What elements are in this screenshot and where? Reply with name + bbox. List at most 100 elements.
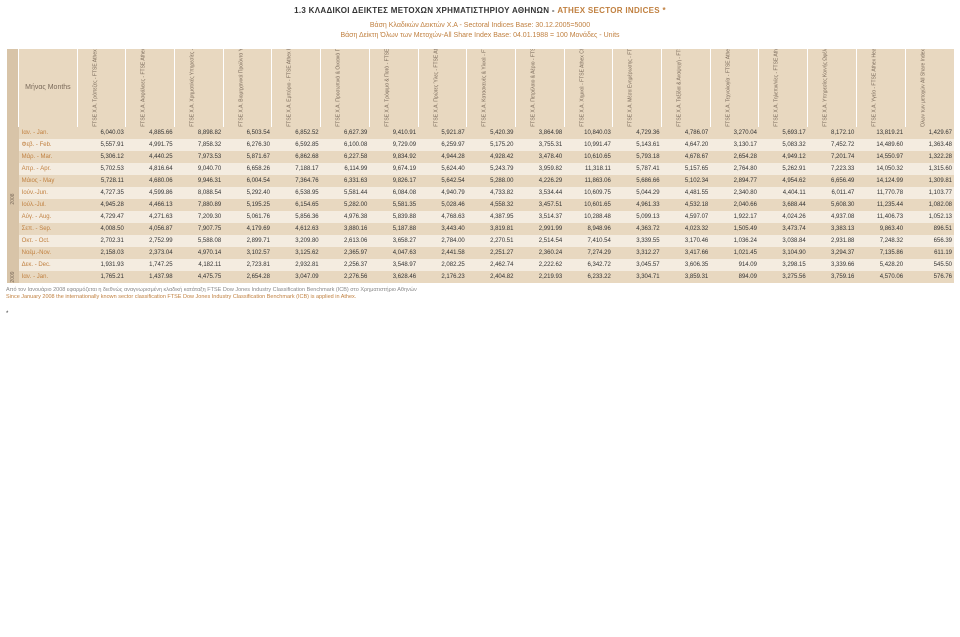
value-cell: 545.50 — [905, 259, 954, 271]
col-construction: FTSE Χ.Α. Κατασκευές & Υλικά - FTSE Athe… — [467, 49, 516, 127]
value-cell: 5,102.34 — [662, 175, 711, 187]
value-cell: 3,417.66 — [662, 247, 711, 259]
value-cell: 3,038.84 — [759, 235, 808, 247]
value-cell: 10,840.03 — [564, 127, 613, 139]
month-cell: Μάιος - May — [19, 175, 77, 187]
value-cell: 7,858.32 — [175, 139, 224, 151]
month-cell: Ιαν. - Jan. — [19, 271, 77, 283]
value-cell: 10,288.48 — [564, 211, 613, 223]
value-cell: 5,871.67 — [223, 151, 272, 163]
base-line-2: Βάση Δείκτη Όλων των Μετοχών-All Share I… — [6, 31, 954, 41]
value-cell: 14,550.97 — [856, 151, 905, 163]
value-cell: 5,557.91 — [77, 139, 126, 151]
value-cell: 4,944.28 — [418, 151, 467, 163]
value-cell: 3,819.81 — [467, 223, 516, 235]
value-cell: 1,505.49 — [710, 223, 759, 235]
value-cell: 4,440.25 — [126, 151, 175, 163]
value-cell: 5,420.39 — [467, 127, 516, 139]
month-cell: Ιούλ.-Jul. — [19, 199, 77, 211]
table-row: 2008Ιαν. - Jan.6,040.034,885.668,898.826… — [7, 127, 955, 139]
table-row: 2009Ιαν. - Jan.1,765.211,437.984,475.752… — [7, 271, 955, 283]
value-cell: 5,921.87 — [418, 127, 467, 139]
value-cell: 2,654.28 — [223, 271, 272, 283]
value-cell: 2,222.62 — [515, 259, 564, 271]
value-cell: 1,309.81 — [905, 175, 954, 187]
value-cell: 5,243.79 — [467, 163, 516, 175]
value-cell: 2,441.58 — [418, 247, 467, 259]
value-cell: 7,188.17 — [272, 163, 321, 175]
value-cell: 7,364.76 — [272, 175, 321, 187]
table-row: Ιούν.-Jun.4,727.354,599.868,088.545,292.… — [7, 187, 955, 199]
value-cell: 6,862.68 — [272, 151, 321, 163]
value-cell: 4,363.72 — [613, 223, 662, 235]
value-cell: 4,023.32 — [662, 223, 711, 235]
value-cell: 5,787.41 — [613, 163, 662, 175]
value-cell: 896.51 — [905, 223, 954, 235]
value-cell: 5,728.11 — [77, 175, 126, 187]
value-cell: 8,172.10 — [808, 127, 857, 139]
col-banks: FTSE Χ.Α. Τράπεζες - FTSE Athex Banks — [77, 49, 126, 127]
value-cell: 3,298.15 — [759, 259, 808, 271]
value-cell: 3,304.71 — [613, 271, 662, 283]
value-cell: 3,606.35 — [662, 259, 711, 271]
value-cell: 7,135.86 — [856, 247, 905, 259]
col-chemicals: FTSE Χ.Α. Χημικά - FTSE Athex Chemicals — [564, 49, 613, 127]
value-cell: 8,088.54 — [175, 187, 224, 199]
value-cell: 4,733.82 — [467, 187, 516, 199]
value-cell: 2,040.66 — [710, 199, 759, 211]
value-cell: 9,834.92 — [369, 151, 418, 163]
value-cell: 2,654.28 — [710, 151, 759, 163]
value-cell: 6,114.99 — [321, 163, 370, 175]
value-cell: 3,628.46 — [369, 271, 418, 283]
value-cell: 14,489.60 — [856, 139, 905, 151]
value-cell: 3,209.80 — [272, 235, 321, 247]
value-cell: 11,318.11 — [564, 163, 613, 175]
value-cell: 8,948.96 — [564, 223, 613, 235]
value-cell: 9,410.91 — [369, 127, 418, 139]
value-cell: 5,044.29 — [613, 187, 662, 199]
value-cell: 4,271.63 — [126, 211, 175, 223]
value-cell: 5,288.00 — [467, 175, 516, 187]
value-cell: 656.39 — [905, 235, 954, 247]
value-cell: 4,970.14 — [175, 247, 224, 259]
value-cell: 3,270.04 — [710, 127, 759, 139]
value-cell: 6,259.97 — [418, 139, 467, 151]
col-health-care: FTSE Χ.Α. Υγεία - FTSE Athex Health Care — [856, 49, 905, 127]
value-cell: 5,083.32 — [759, 139, 808, 151]
value-cell: 9,826.17 — [369, 175, 418, 187]
value-cell: 4,885.66 — [126, 127, 175, 139]
col-oil-gas: FTSE Χ.Α. Πετρέλαιο & Αέριο - FTSE Athex… — [515, 49, 564, 127]
value-cell: 3,312.27 — [613, 247, 662, 259]
months-header: Μήνας Months — [19, 49, 77, 127]
value-cell: 6,656.49 — [808, 175, 857, 187]
page-title: 1.3 ΚΛΑΔΙΚΟΙ ΔΕΙΚΤΕΣ ΜΕΤΟΧΩΝ ΧΡΗΜΑΤΙΣΤΗΡ… — [6, 6, 954, 15]
value-cell: 2,932.81 — [272, 259, 321, 271]
value-cell: 6,040.03 — [77, 127, 126, 139]
value-cell: 1,931.93 — [77, 259, 126, 271]
value-cell: 4,937.08 — [808, 211, 857, 223]
value-cell: 4,597.07 — [662, 211, 711, 223]
value-cell: 6,852.52 — [272, 127, 321, 139]
value-cell: 5,187.88 — [369, 223, 418, 235]
value-cell: 4,680.06 — [126, 175, 175, 187]
table-body: 2008Ιαν. - Jan.6,040.034,885.668,898.826… — [7, 127, 955, 283]
value-cell: 1,747.25 — [126, 259, 175, 271]
month-cell: Ιαν. - Jan. — [19, 127, 77, 139]
value-cell: 4,647.20 — [662, 139, 711, 151]
value-cell: 11,770.78 — [856, 187, 905, 199]
value-cell: 4,570.06 — [856, 271, 905, 283]
value-cell: 5,195.25 — [223, 199, 272, 211]
value-cell: 5,642.54 — [418, 175, 467, 187]
value-cell: 9,946.31 — [175, 175, 224, 187]
value-cell: 2,894.77 — [710, 175, 759, 187]
value-cell: 4,786.07 — [662, 127, 711, 139]
value-cell: 6,276.30 — [223, 139, 272, 151]
value-cell: 5,143.61 — [613, 139, 662, 151]
value-cell: 894.09 — [710, 271, 759, 283]
footnote-greek: Από τον Ιανουάριο 2008 εφαρμόζεται η διε… — [6, 287, 954, 294]
value-cell: 5,702.53 — [77, 163, 126, 175]
value-cell: 4,599.86 — [126, 187, 175, 199]
value-cell: 2,256.37 — [321, 259, 370, 271]
value-cell: 11,235.44 — [856, 199, 905, 211]
value-cell: 6,004.54 — [223, 175, 272, 187]
